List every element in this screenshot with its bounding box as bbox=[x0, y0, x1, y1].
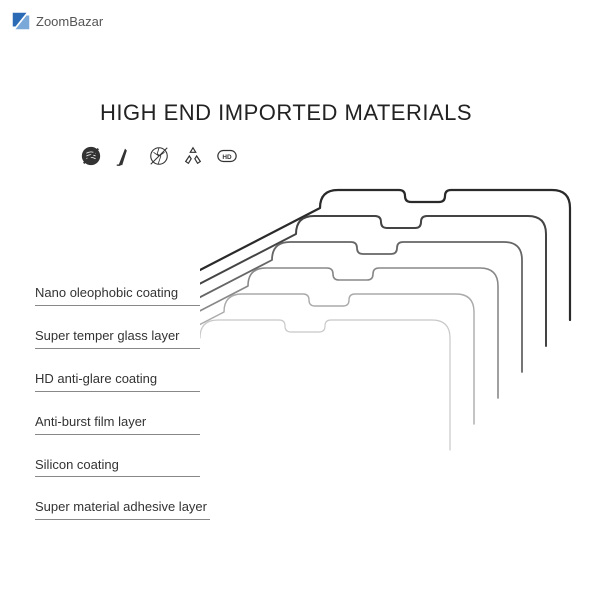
hd-badge-icon: HD bbox=[216, 145, 238, 167]
shatter-proof-icon bbox=[148, 145, 170, 167]
layer-label: Anti-burst film layer bbox=[35, 414, 200, 435]
layer-label: Super temper glass layer bbox=[35, 328, 200, 349]
page-title: HIGH END IMPORTED MATERIALS bbox=[100, 100, 472, 126]
sharp-tool-icon bbox=[114, 145, 136, 167]
layer-outline bbox=[200, 268, 498, 398]
layer-outline bbox=[200, 294, 474, 424]
svg-text:HD: HD bbox=[222, 154, 232, 161]
layer-outline bbox=[200, 320, 450, 450]
logo-text: ZoomBazar bbox=[36, 14, 103, 29]
layer-label: Nano oleophobic coating bbox=[35, 285, 200, 306]
logo: ZoomBazar bbox=[10, 10, 103, 32]
recycle-icon bbox=[182, 145, 204, 167]
layer-outline bbox=[200, 216, 546, 346]
layer-label: HD anti-glare coating bbox=[35, 371, 200, 392]
layers-diagram bbox=[200, 180, 600, 480]
layer-label: Super material adhesive layer bbox=[35, 499, 210, 520]
layer-labels: Nano oleophobic coating Super temper gla… bbox=[35, 285, 235, 542]
badges-row: HD bbox=[80, 145, 238, 167]
layer-label: Silicon coating bbox=[35, 457, 200, 478]
logo-icon bbox=[10, 10, 32, 32]
anti-fingerprint-icon bbox=[80, 145, 102, 167]
